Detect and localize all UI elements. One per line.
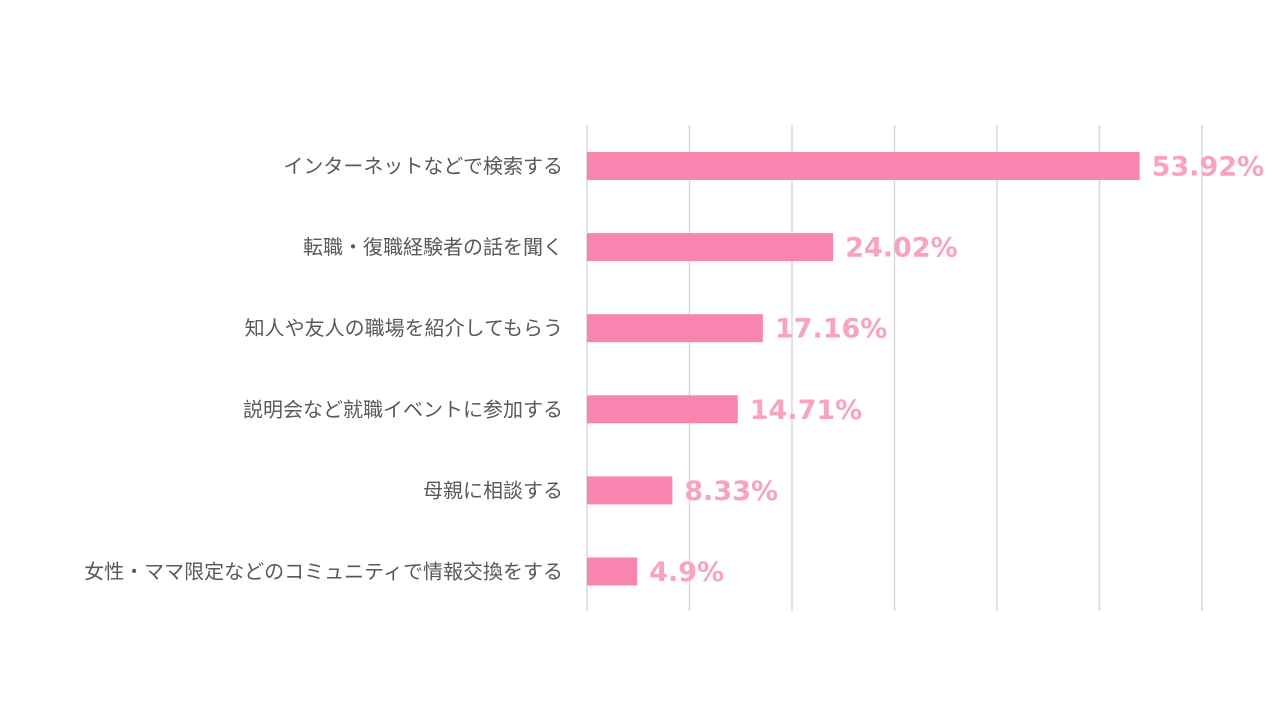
bars xyxy=(587,152,1140,586)
bar xyxy=(587,557,638,586)
category-label: 知人や友人の職場を紹介してもらう xyxy=(245,316,563,340)
category-label: 女性・ママ限定などのコミュニティで情報交換をする xyxy=(84,560,563,584)
gridlines xyxy=(586,125,1203,611)
data-label: 53.92% xyxy=(1152,152,1264,183)
category-label: 転職・復職経験者の話を聞く xyxy=(303,235,563,259)
data-label: 8.33% xyxy=(684,476,778,507)
category-label: インターネットなどで検索する xyxy=(283,154,563,178)
bar xyxy=(587,476,673,505)
data-label: 17.16% xyxy=(775,314,887,345)
data-label: 14.71% xyxy=(750,395,862,426)
bar xyxy=(587,314,763,343)
category-label: 母親に相談する xyxy=(423,478,563,502)
bar xyxy=(587,395,738,424)
bar xyxy=(587,152,1140,180)
data-label: 24.02% xyxy=(845,233,957,264)
bar xyxy=(587,233,834,262)
category-label: 説明会など就職イベントに参加する xyxy=(243,397,563,421)
labels: インターネットなどで検索する 53.92% 転職・復職経験者の話を聞く 24.02% 知… xyxy=(84,152,1264,589)
data-label: 4.9% xyxy=(649,557,724,588)
